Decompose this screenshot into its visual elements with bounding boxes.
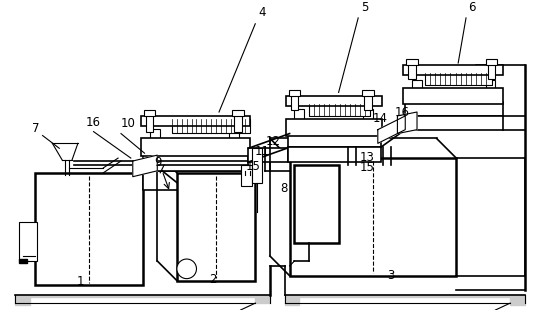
Bar (294, 165, 338, 243)
Polygon shape (397, 112, 417, 134)
Bar (294, 109, 305, 148)
Bar (363, 109, 373, 148)
Polygon shape (15, 295, 270, 305)
Text: 6: 6 (468, 1, 475, 14)
Bar (286, 119, 382, 135)
Bar (229, 129, 239, 170)
Bar (248, 148, 288, 162)
Bar (425, 73, 492, 85)
Polygon shape (378, 116, 405, 143)
Text: 12: 12 (266, 135, 281, 148)
Bar (143, 171, 248, 190)
Bar (289, 158, 456, 276)
Text: 2: 2 (209, 272, 217, 286)
Bar (408, 61, 416, 79)
Bar (286, 96, 382, 106)
Bar (488, 61, 495, 79)
Bar (141, 139, 251, 156)
Bar (177, 173, 255, 281)
Bar (143, 110, 155, 116)
Text: 10: 10 (121, 117, 136, 130)
Bar (403, 87, 503, 104)
Bar (405, 116, 503, 130)
Bar (240, 165, 252, 187)
Text: 7: 7 (32, 122, 39, 135)
Text: 14: 14 (373, 112, 388, 125)
Bar (232, 110, 244, 116)
Text: 8: 8 (280, 182, 287, 195)
Bar (19, 222, 37, 261)
Bar (252, 148, 262, 183)
Text: 13: 13 (360, 151, 375, 164)
Bar (172, 119, 251, 133)
Text: 16: 16 (395, 106, 410, 119)
Text: 11: 11 (254, 145, 270, 158)
Bar (412, 80, 422, 117)
Text: 15: 15 (360, 161, 375, 174)
Text: 5: 5 (361, 1, 369, 14)
Bar (309, 104, 370, 116)
Bar (288, 91, 300, 96)
Text: 9: 9 (154, 156, 162, 169)
Text: 16: 16 (86, 116, 101, 129)
Bar (288, 147, 381, 162)
Bar (486, 59, 497, 65)
Text: 1: 1 (77, 276, 85, 289)
Bar (141, 116, 251, 126)
Polygon shape (52, 143, 78, 160)
Bar (291, 92, 299, 110)
Bar (405, 102, 503, 116)
Bar (234, 112, 241, 132)
Bar (362, 91, 374, 96)
Bar (406, 59, 418, 65)
Circle shape (177, 259, 197, 279)
Bar (150, 129, 160, 170)
Bar (403, 65, 503, 75)
Text: 15: 15 (245, 160, 260, 173)
Polygon shape (133, 155, 157, 177)
Bar (146, 112, 154, 132)
Text: 4: 4 (258, 6, 266, 19)
Polygon shape (19, 259, 27, 263)
Polygon shape (285, 295, 525, 305)
Bar (486, 80, 495, 117)
Bar (288, 134, 381, 147)
Bar (143, 155, 248, 171)
Bar (364, 92, 372, 110)
Text: 3: 3 (388, 269, 395, 281)
Bar (34, 173, 143, 286)
